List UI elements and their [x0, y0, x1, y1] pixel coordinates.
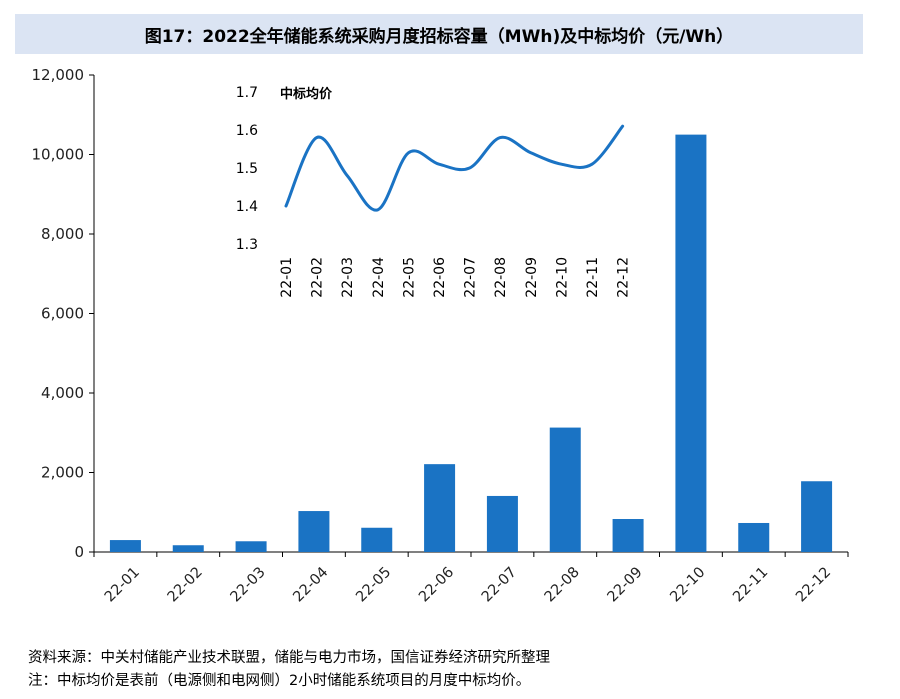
y-tick-label: 0	[74, 543, 84, 561]
inset-x-tick-label: 22-09	[524, 257, 540, 298]
bar-chart: 0 2,000 4,000 6,000 8,000 10,000 12,000 22-01 22…	[32, 66, 849, 605]
bar	[801, 481, 833, 552]
y-tick-label: 2,000	[41, 464, 84, 482]
x-tick-label: 22-02	[165, 564, 206, 605]
inset-line-chart: 1.3 1.4 1.5 1.6 1.7 中标均价 22-01 22-02 22-03 22-04 2…	[236, 85, 632, 298]
bar	[424, 464, 456, 552]
bar	[675, 134, 707, 552]
inset-x-tick-label: 22-11	[585, 257, 601, 298]
x-tick-label: 22-10	[667, 564, 708, 605]
bar	[298, 511, 330, 552]
y-tick-label: 10,000	[32, 146, 85, 164]
bar	[486, 495, 518, 552]
bar	[549, 427, 581, 552]
inset-x-tick-label: 22-01	[279, 257, 295, 298]
x-tick-label: 22-01	[102, 564, 143, 605]
bar	[612, 519, 644, 552]
inset-x-tick-label: 22-12	[616, 257, 632, 298]
inset-x-tick-label: 22-08	[493, 257, 509, 298]
x-tick-label: 22-06	[416, 564, 457, 605]
inset-y-tick-label: 1.6	[236, 123, 258, 139]
x-tick-label: 22-11	[730, 564, 771, 605]
inset-y-tick-label: 1.5	[236, 161, 258, 177]
x-tick-label: 22-07	[479, 564, 520, 605]
chart-title: 图17：2022全年储能系统采购月度招标容量（MWh)及中标均价（元/Wh）	[144, 26, 734, 47]
notes: 资料来源：中关村储能产业技术联盟，储能与电力市场，国信证券经济研究所整理 注：中…	[28, 647, 550, 693]
bar	[235, 541, 267, 552]
x-tick-label: 22-08	[542, 564, 583, 605]
y-tick-label: 8,000	[41, 225, 84, 243]
inset-y-tick-label: 1.4	[236, 199, 258, 215]
inset-y-tick-label: 1.7	[236, 85, 258, 101]
x-tick-label: 22-09	[605, 564, 646, 605]
inset-x-tick-label: 22-10	[554, 257, 570, 298]
inset-x-tick-label: 22-04	[371, 257, 387, 298]
inset-x-tick-label: 22-02	[310, 257, 326, 298]
inset-x-tick-label: 22-07	[463, 257, 479, 298]
inset-y-tick-label: 1.3	[236, 237, 258, 253]
y-tick-label: 12,000	[32, 66, 85, 84]
inset-x-tick-label: 22-05	[401, 257, 417, 298]
inset-x-tick-label: 22-03	[340, 257, 356, 298]
bar	[361, 527, 393, 552]
inset-x-tick-label: 22-06	[432, 257, 448, 298]
chart-title-bar: 图17：2022全年储能系统采购月度招标容量（MWh)及中标均价（元/Wh）	[15, 14, 863, 54]
bar	[109, 540, 141, 552]
source-note: 资料来源：中关村储能产业技术联盟，储能与电力市场，国信证券经济研究所整理	[28, 650, 550, 666]
x-tick-label: 22-04	[290, 564, 331, 605]
inset-chart-label: 中标均价	[280, 86, 333, 102]
bar	[738, 522, 770, 552]
price-line	[284, 124, 625, 212]
bar	[172, 545, 204, 552]
footnote: 注：中标均价是表前（电源侧和电网侧）2小时储能系统项目的月度中标均价。	[28, 673, 531, 689]
y-tick-label: 6,000	[41, 305, 84, 323]
x-tick-label: 22-12	[793, 564, 834, 605]
x-tick-label: 22-03	[228, 564, 269, 605]
y-tick-label: 4,000	[41, 384, 84, 402]
x-tick-label: 22-05	[353, 564, 394, 605]
